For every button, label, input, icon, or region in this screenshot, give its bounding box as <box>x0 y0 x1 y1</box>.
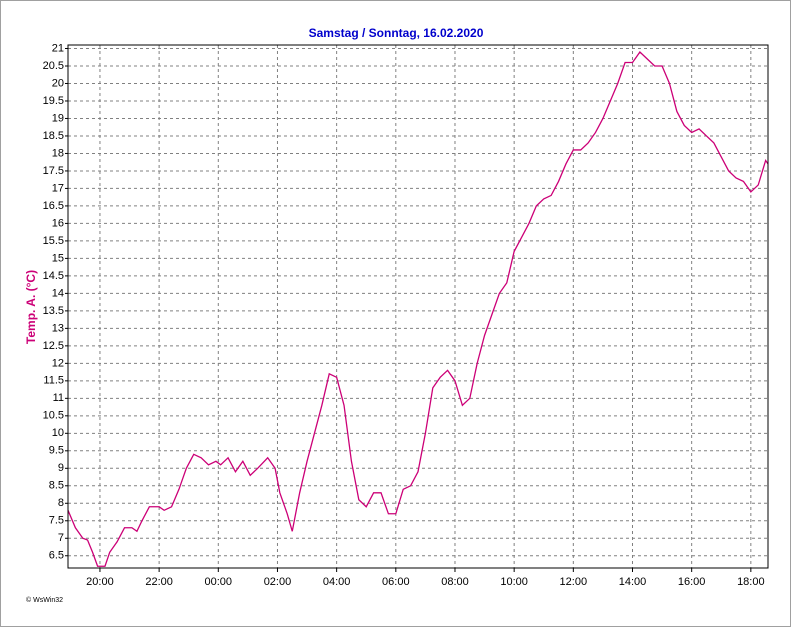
x-tick-label: 10:00 <box>500 576 528 588</box>
y-tick-label: 15.5 <box>43 235 64 247</box>
y-tick-label: 19 <box>52 112 64 124</box>
y-tick-label: 18 <box>52 147 64 159</box>
x-tick-label: 06:00 <box>382 576 410 588</box>
plot <box>67 51 769 567</box>
y-tick-label: 20.5 <box>43 60 64 72</box>
chart-title: Samstag / Sonntag, 16.02.2020 <box>309 26 484 40</box>
line <box>67 51 769 567</box>
y-tick-label: 16 <box>52 217 64 229</box>
y-tick-label: 8.5 <box>49 480 64 492</box>
y-tick-label: 7.5 <box>49 515 64 527</box>
y-tick-label: 18.5 <box>43 130 64 142</box>
x-tick-label: 18:00 <box>737 576 765 588</box>
x-tick-label: 14:00 <box>619 576 647 588</box>
y-tick-label: 17.5 <box>43 165 64 177</box>
y-tick-label: 16.5 <box>43 200 64 212</box>
y-tick-label: 9 <box>58 462 64 474</box>
y-tick-label: 13.5 <box>43 305 64 317</box>
plot-border <box>67 44 769 569</box>
y-tick-label: 9.5 <box>49 445 64 457</box>
x-tick-label: 02:00 <box>264 576 292 588</box>
y-tick-label: 13 <box>52 322 64 334</box>
y-tick-label: 11.5 <box>43 375 64 387</box>
x-tick-label: 22:00 <box>145 576 173 588</box>
y-tick-label: 8 <box>58 497 64 509</box>
y-tick-label: 10.5 <box>43 410 64 422</box>
y-tick-label: 7 <box>58 532 64 544</box>
footer: © WsWin32 <box>26 596 63 604</box>
y-tick-label: 12 <box>52 357 64 369</box>
y-tick-label: 14 <box>52 287 64 299</box>
x-tick-label: 04:00 <box>323 576 351 588</box>
y-tick-label: 15 <box>52 252 64 264</box>
grid <box>68 45 768 568</box>
y-tick-label: 10 <box>52 427 64 439</box>
y-tick-label: 17 <box>52 182 64 194</box>
y-tick-label: 14.5 <box>43 270 64 282</box>
x-tick-label: 12:00 <box>560 576 588 588</box>
x-tick-label: 20:00 <box>86 576 114 588</box>
y-tick-label: 6.5 <box>49 550 64 562</box>
y-tick-label: 12.5 <box>43 340 64 352</box>
x-tick-label: 00:00 <box>205 576 233 588</box>
y-tick-label: 20 <box>52 77 64 89</box>
y-axis-label: Temp. A. (°C) <box>24 270 38 344</box>
y-tick-label: 19.5 <box>43 95 64 107</box>
x-tick-label: 08:00 <box>441 576 469 588</box>
x-tick-label: 16:00 <box>678 576 706 588</box>
y-tick-label: 21 <box>52 42 64 54</box>
y-tick-label: 11 <box>53 392 64 404</box>
